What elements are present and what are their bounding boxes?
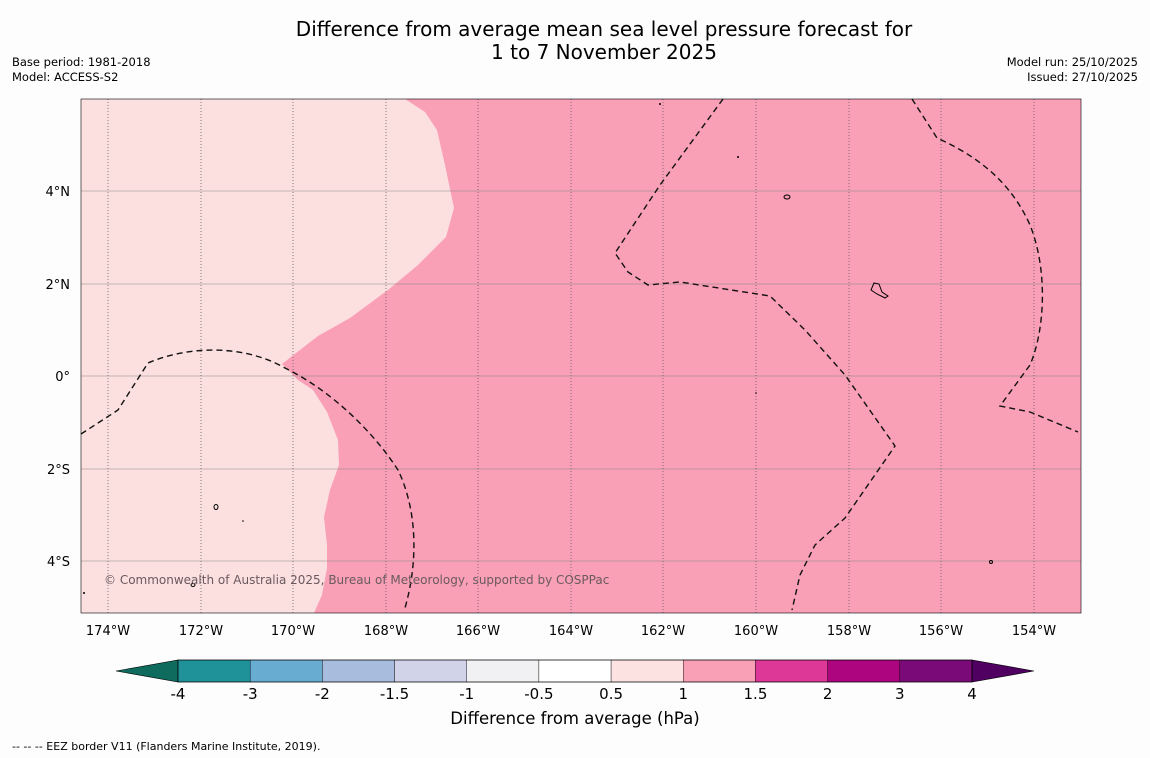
lon-label: 156°W <box>919 624 963 639</box>
eez-border-west <box>80 349 415 609</box>
colorbar-ticks: -4 -3 -2 -1.5 -1 -0.5 0.5 1 1.5 2 3 4 <box>171 685 977 703</box>
lon-label: 154°W <box>1012 624 1056 639</box>
island <box>213 504 219 510</box>
title-line-2: 1 to 7 November 2025 <box>491 40 717 64</box>
colorbar-frame <box>177 659 973 683</box>
meta-left: Base period: 1981-2018 Model: ACCESS-S2 <box>12 55 151 85</box>
lat-label: 0° <box>55 370 70 385</box>
lon-label: 168°W <box>364 624 408 639</box>
colorbar-tick-label: -1.5 <box>380 685 409 703</box>
colorbar-segment <box>683 659 756 683</box>
colorbar-tick-label: -0.5 <box>524 685 553 703</box>
lon-label: 166°W <box>456 624 500 639</box>
colorbar-tick-label: 1 <box>678 685 688 703</box>
colorbar-tick-label: 2 <box>823 685 833 703</box>
eez-footnote: -- -- -- EEZ border V11 (Flanders Marine… <box>12 740 321 753</box>
light-pink-anomaly-region <box>81 99 454 613</box>
colorbar-segment <box>755 659 828 683</box>
colorbar-tick-label: -2 <box>315 685 330 703</box>
colorbar: -4 -3 -2 -1.5 -1 -0.5 0.5 1 1.5 2 3 4 <box>115 659 1035 703</box>
meta-right: Model run: 25/10/2025 Issued: 27/10/2025 <box>1007 55 1138 85</box>
colorbar-extend-low <box>115 659 179 683</box>
colorbar-tick-label: -1 <box>459 685 474 703</box>
colorbar-segment <box>177 659 251 683</box>
lat-label: 4°N <box>46 185 71 200</box>
lat-label: 2°N <box>46 278 71 293</box>
issued-date: Issued: 27/10/2025 <box>1027 70 1138 84</box>
colorbar-tick-label: -4 <box>171 685 186 703</box>
small-islets <box>83 103 757 594</box>
island <box>783 194 791 200</box>
lon-label: 158°W <box>827 624 871 639</box>
island <box>190 583 196 587</box>
lon-label: 164°W <box>549 624 593 639</box>
gridlines <box>81 190 1081 562</box>
colorbar-segments <box>177 659 973 683</box>
eez-border-east <box>911 98 1079 433</box>
colorbar-title: Difference from average (hPa) <box>450 709 700 728</box>
colorbar-segment <box>899 659 973 683</box>
lon-labels: 174°W 172°W 170°W 168°W 166°W 164°W 162°… <box>86 624 1056 639</box>
lon-label: 162°W <box>641 624 685 639</box>
island <box>989 560 993 564</box>
lat-labels: 4°N 2°N 0° 2°S 4°S <box>46 185 71 570</box>
copyright-note: © Commonwealth of Australia 2025, Bureau… <box>104 573 609 587</box>
lat-label: 4°S <box>47 555 70 570</box>
map-frame <box>80 98 1082 614</box>
island <box>870 282 889 299</box>
islands <box>190 194 993 587</box>
lat-label: 2°S <box>47 463 70 478</box>
colorbar-segment <box>394 659 467 683</box>
eez-borders <box>80 98 1079 611</box>
lon-label: 170°W <box>271 624 315 639</box>
colorbar-extend-high <box>971 659 1035 683</box>
eez-border-central <box>614 98 896 611</box>
colorbar-segment <box>538 659 612 683</box>
colorbar-segment <box>610 659 684 683</box>
colorbar-tick-label: 4 <box>967 685 977 703</box>
colorbar-tick-label: 3 <box>895 685 905 703</box>
base-period: Base period: 1981-2018 <box>12 55 151 69</box>
lon-label: 160°W <box>734 624 778 639</box>
colorbar-segment <box>466 659 540 683</box>
colorbar-segment <box>827 659 901 683</box>
model-name: Model: ACCESS-S2 <box>12 70 119 84</box>
colorbar-segment <box>322 659 395 683</box>
title-line-1: Difference from average mean sea level p… <box>295 17 913 41</box>
model-run: Model run: 25/10/2025 <box>1006 55 1138 69</box>
colorbar-segment <box>249 659 323 683</box>
chart-title: Difference from average mean sea level p… <box>204 18 1004 64</box>
colorbar-tick-label: 1.5 <box>744 685 768 703</box>
lon-label: 172°W <box>179 624 223 639</box>
colorbar-tick-label: 0.5 <box>599 685 623 703</box>
colorbar-tick-label: -3 <box>243 685 258 703</box>
lon-label: 174°W <box>86 624 130 639</box>
